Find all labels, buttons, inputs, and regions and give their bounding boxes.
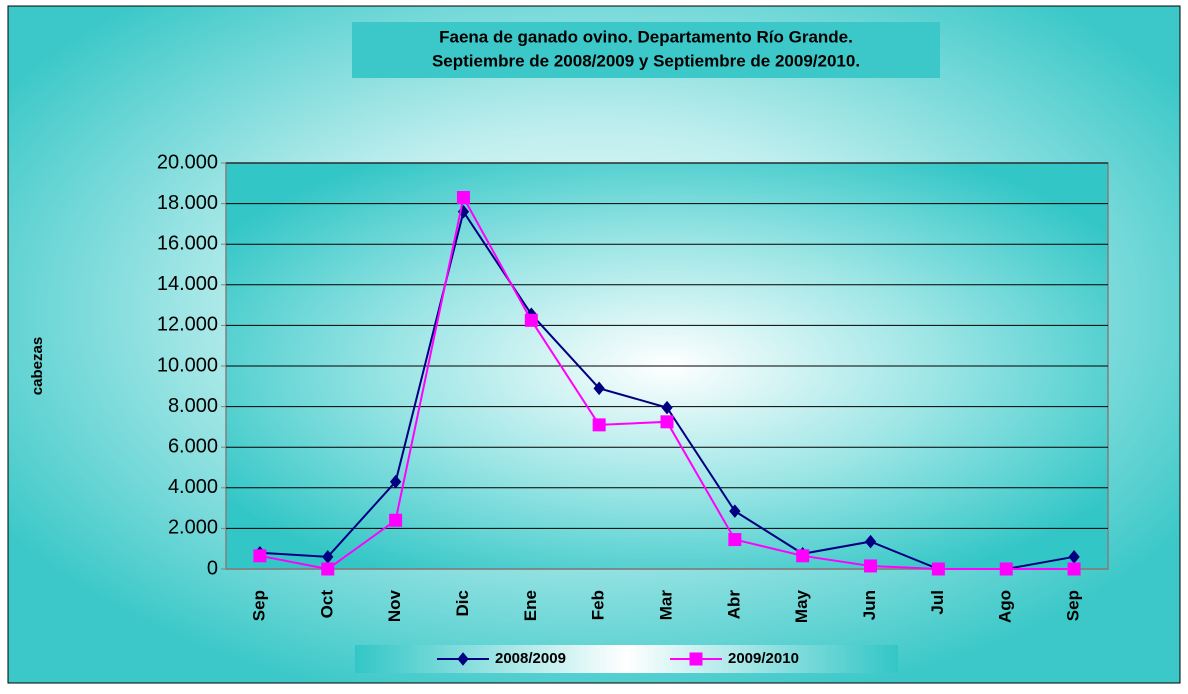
data-point: [729, 504, 741, 518]
y-tick-label: 6.000: [168, 435, 218, 457]
data-point: [728, 533, 742, 547]
y-tick-label: 2.000: [168, 517, 218, 539]
data-point: [389, 513, 403, 527]
y-tick-label: 8.000: [168, 395, 218, 417]
legend-label: 2008/2009: [495, 650, 566, 667]
data-point: [999, 562, 1013, 576]
y-tick-label: 16.000: [157, 232, 218, 254]
data-point: [796, 549, 810, 563]
y-tick-label: 0: [207, 557, 218, 579]
title-box: [352, 22, 940, 78]
y-tick-label: 20.000: [157, 151, 218, 173]
y-tick-label: 14.000: [157, 273, 218, 295]
legend-marker: [457, 652, 469, 666]
x-tick-label: Abr: [724, 590, 743, 620]
y-tick-label: 18.000: [157, 192, 218, 214]
chart-title: Faena de ganado ovino. Departamento Río …: [439, 27, 853, 46]
legend-marker: [689, 652, 703, 666]
data-point: [661, 400, 673, 415]
data-point: [592, 418, 606, 432]
x-tick-label: Jul: [928, 590, 947, 615]
data-point: [660, 415, 674, 429]
x-tick-label: Oct: [317, 590, 336, 619]
data-point: [864, 534, 877, 549]
x-tick-label: Ene: [521, 590, 540, 621]
x-tick-label: May: [792, 589, 811, 623]
x-tick-label: Sep: [1064, 590, 1083, 621]
x-tick-label: Mar: [656, 590, 675, 621]
data-point: [931, 562, 945, 576]
y-tick-label: 12.000: [157, 314, 218, 336]
data-point: [1067, 562, 1081, 576]
chart-subtitle: Septiembre de 2008/2009 y Septiembre de …: [432, 51, 860, 70]
y-tick-label: 4.000: [168, 476, 218, 498]
data-point: [593, 381, 605, 396]
data-point: [321, 562, 335, 576]
y-axis-label: cabezas: [29, 337, 46, 395]
x-tick-label: Nov: [385, 589, 404, 622]
x-tick-label: Dic: [453, 590, 472, 616]
legend-label: 2009/2010: [728, 650, 799, 667]
legend-box: [355, 645, 898, 673]
data-point: [864, 559, 878, 573]
y-tick-label: 10.000: [157, 354, 218, 376]
data-point: [456, 191, 470, 205]
x-tick-label: Jun: [860, 590, 879, 620]
x-tick-label: Feb: [589, 590, 608, 620]
x-tick-label: Sep: [249, 590, 268, 621]
data-point: [253, 549, 267, 563]
data-point: [389, 474, 402, 489]
data-point: [524, 313, 538, 327]
x-tick-label: Ago: [996, 590, 1015, 623]
